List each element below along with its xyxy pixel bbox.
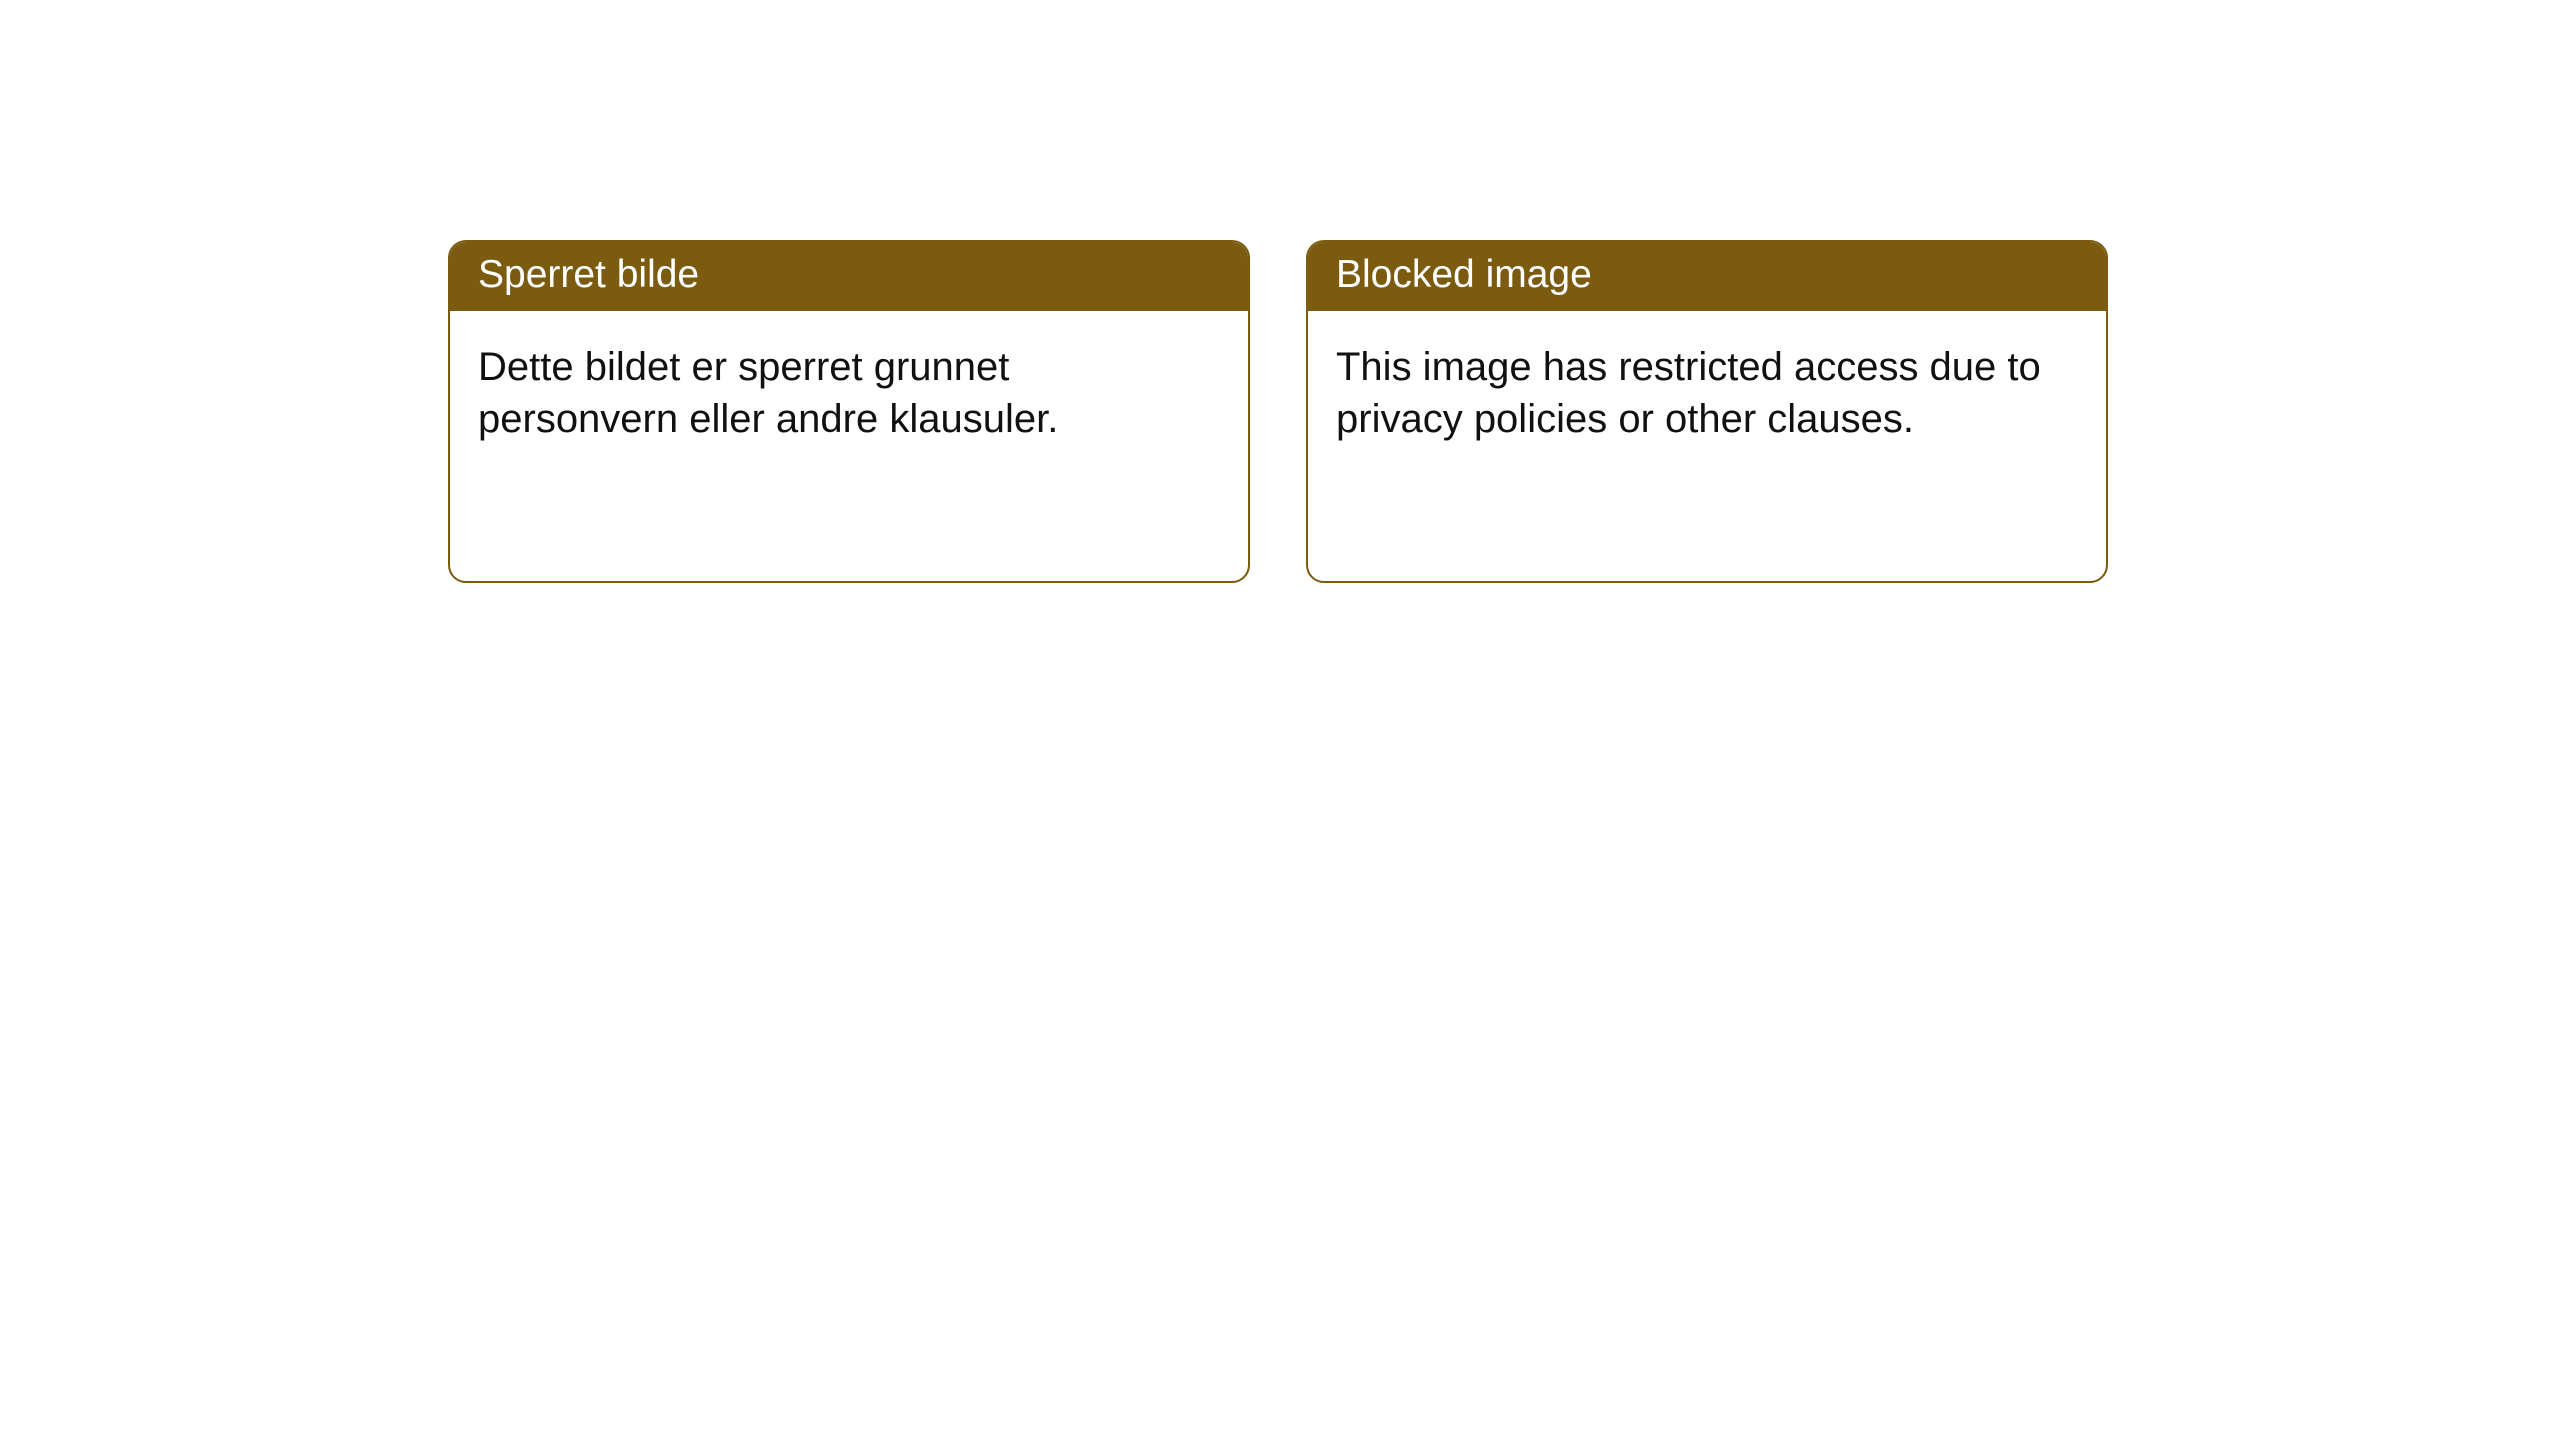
card-body-text-no: Dette bildet er sperret grunnet personve… bbox=[478, 341, 1220, 447]
card-body-no: Dette bildet er sperret grunnet personve… bbox=[450, 311, 1248, 581]
card-header-text-no: Sperret bilde bbox=[478, 253, 699, 296]
blocked-image-card-en: Blocked image This image has restricted … bbox=[1306, 240, 2108, 583]
blocked-image-card-no: Sperret bilde Dette bildet er sperret gr… bbox=[448, 240, 1250, 583]
notice-container: Sperret bilde Dette bildet er sperret gr… bbox=[448, 240, 2560, 583]
card-body-en: This image has restricted access due to … bbox=[1308, 311, 2106, 581]
card-header-no: Sperret bilde bbox=[450, 242, 1248, 311]
card-header-en: Blocked image bbox=[1308, 242, 2106, 311]
card-header-text-en: Blocked image bbox=[1336, 253, 1592, 296]
card-body-text-en: This image has restricted access due to … bbox=[1336, 341, 2078, 447]
